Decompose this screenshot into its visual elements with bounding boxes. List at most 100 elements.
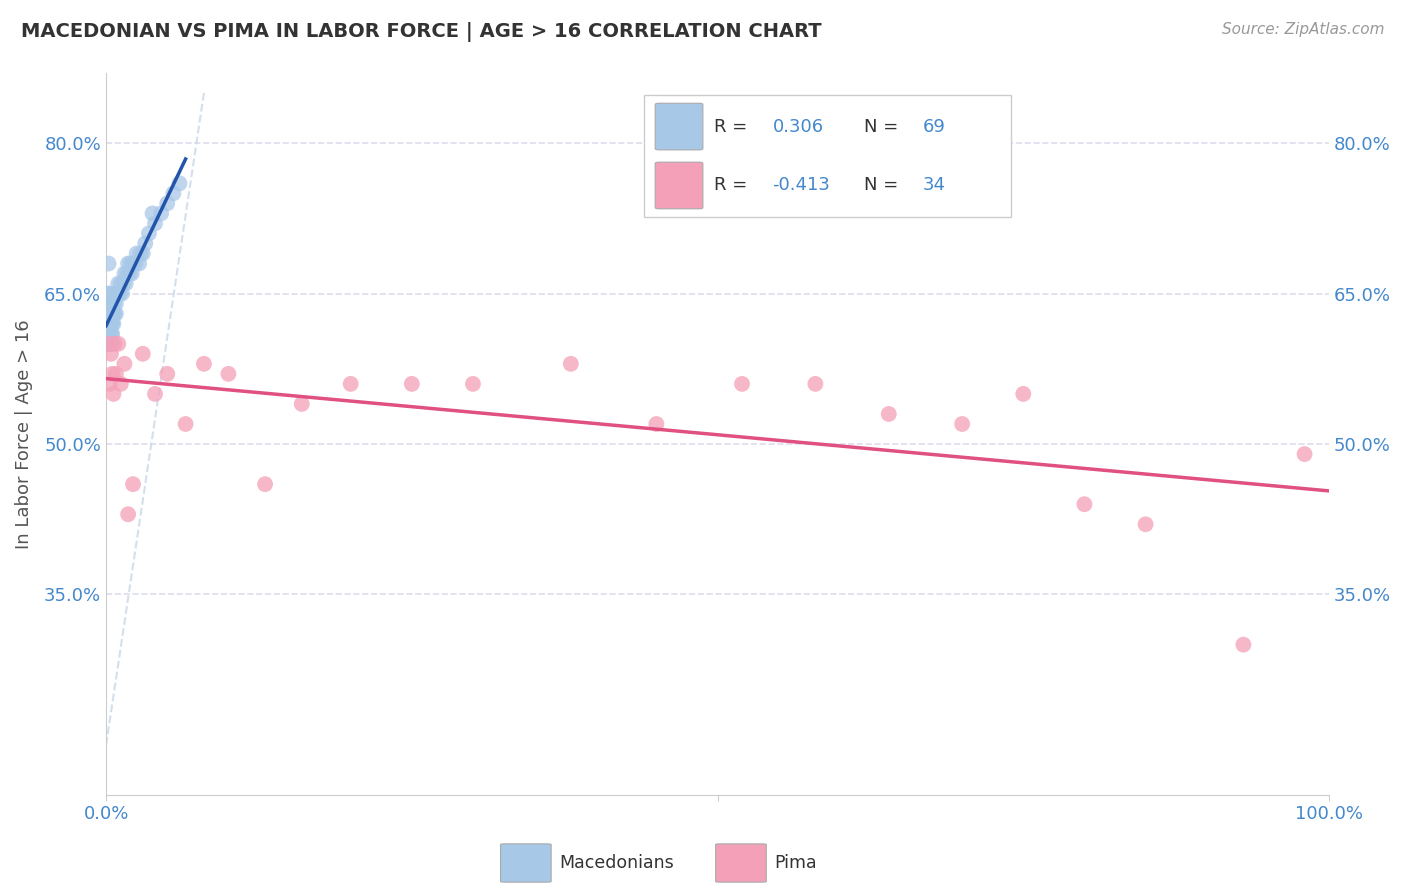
Point (731, 376, 754, 391)
Point (101, 326, 124, 341)
Point (1294, 447, 1316, 461)
Point (122, 256, 145, 270)
Point (96, 307, 118, 321)
Point (143, 387, 166, 401)
Point (150, 206, 173, 220)
Point (101, 317, 124, 331)
Point (110, 277, 132, 291)
Point (98, 326, 121, 341)
Point (98, 286, 121, 301)
Point (143, 216, 166, 230)
Point (101, 296, 124, 310)
Y-axis label: In Labor Force | Age > 16: In Labor Force | Age > 16 (15, 319, 32, 549)
Point (132, 347, 155, 361)
Text: Pima: Pima (775, 854, 817, 872)
Point (108, 286, 131, 301)
Point (98, 376, 121, 391)
Point (134, 236, 156, 251)
Point (98, 307, 121, 321)
Point (1135, 517, 1157, 532)
Point (104, 367, 127, 381)
Point (110, 376, 132, 391)
Point (97, 336, 120, 351)
Point (115, 267, 138, 281)
Point (117, 256, 139, 270)
Point (112, 277, 135, 291)
Point (103, 387, 125, 401)
Point (98, 317, 121, 331)
Point (97, 317, 120, 331)
FancyBboxPatch shape (501, 844, 551, 882)
Point (138, 227, 160, 241)
Point (125, 246, 148, 260)
Point (98, 336, 121, 351)
Point (174, 417, 197, 431)
Point (97, 317, 120, 331)
Point (100, 307, 122, 321)
Point (97, 336, 120, 351)
Point (156, 367, 179, 381)
Point (129, 246, 152, 260)
Point (162, 186, 184, 201)
Point (101, 336, 124, 351)
Point (114, 267, 136, 281)
FancyBboxPatch shape (716, 844, 766, 882)
Point (560, 357, 582, 371)
Point (96, 317, 118, 331)
Point (98, 296, 121, 310)
Point (98, 336, 121, 351)
Text: MACEDONIAN VS PIMA IN LABOR FORCE | AGE > 16 CORRELATION CHART: MACEDONIAN VS PIMA IN LABOR FORCE | AGE … (21, 22, 821, 42)
Point (104, 286, 127, 301)
Point (96, 336, 118, 351)
Point (156, 196, 179, 211)
Point (132, 246, 155, 260)
Point (877, 407, 900, 421)
Point (121, 267, 143, 281)
Point (804, 376, 827, 391)
Point (1012, 387, 1035, 401)
Point (100, 317, 122, 331)
Point (104, 307, 127, 321)
Point (128, 256, 150, 270)
Point (122, 477, 145, 491)
Point (114, 357, 136, 371)
Point (100, 307, 122, 321)
Point (103, 307, 125, 321)
Point (100, 326, 122, 341)
Text: Source: ZipAtlas.com: Source: ZipAtlas.com (1222, 22, 1385, 37)
Point (97, 256, 120, 270)
Point (401, 376, 423, 391)
Point (193, 357, 215, 371)
Point (118, 267, 141, 281)
Point (97, 296, 120, 310)
Point (217, 367, 239, 381)
Point (100, 347, 122, 361)
Point (117, 508, 139, 522)
Point (107, 286, 129, 301)
Point (111, 286, 134, 301)
Point (461, 376, 484, 391)
Point (291, 397, 314, 411)
Point (107, 336, 129, 351)
Point (107, 277, 129, 291)
Point (97, 307, 120, 321)
Point (169, 176, 191, 190)
Point (101, 367, 124, 381)
Point (103, 317, 125, 331)
Point (101, 307, 124, 321)
Point (1073, 497, 1095, 511)
Point (100, 317, 122, 331)
Point (950, 417, 973, 431)
Point (114, 277, 136, 291)
Point (254, 477, 277, 491)
Point (104, 336, 127, 351)
Point (98, 317, 121, 331)
Point (124, 256, 146, 270)
Text: Macedonians: Macedonians (560, 854, 675, 872)
Point (103, 296, 125, 310)
Point (98, 307, 121, 321)
Point (98, 326, 121, 341)
Point (142, 206, 165, 220)
Point (105, 286, 128, 301)
Point (97, 286, 120, 301)
